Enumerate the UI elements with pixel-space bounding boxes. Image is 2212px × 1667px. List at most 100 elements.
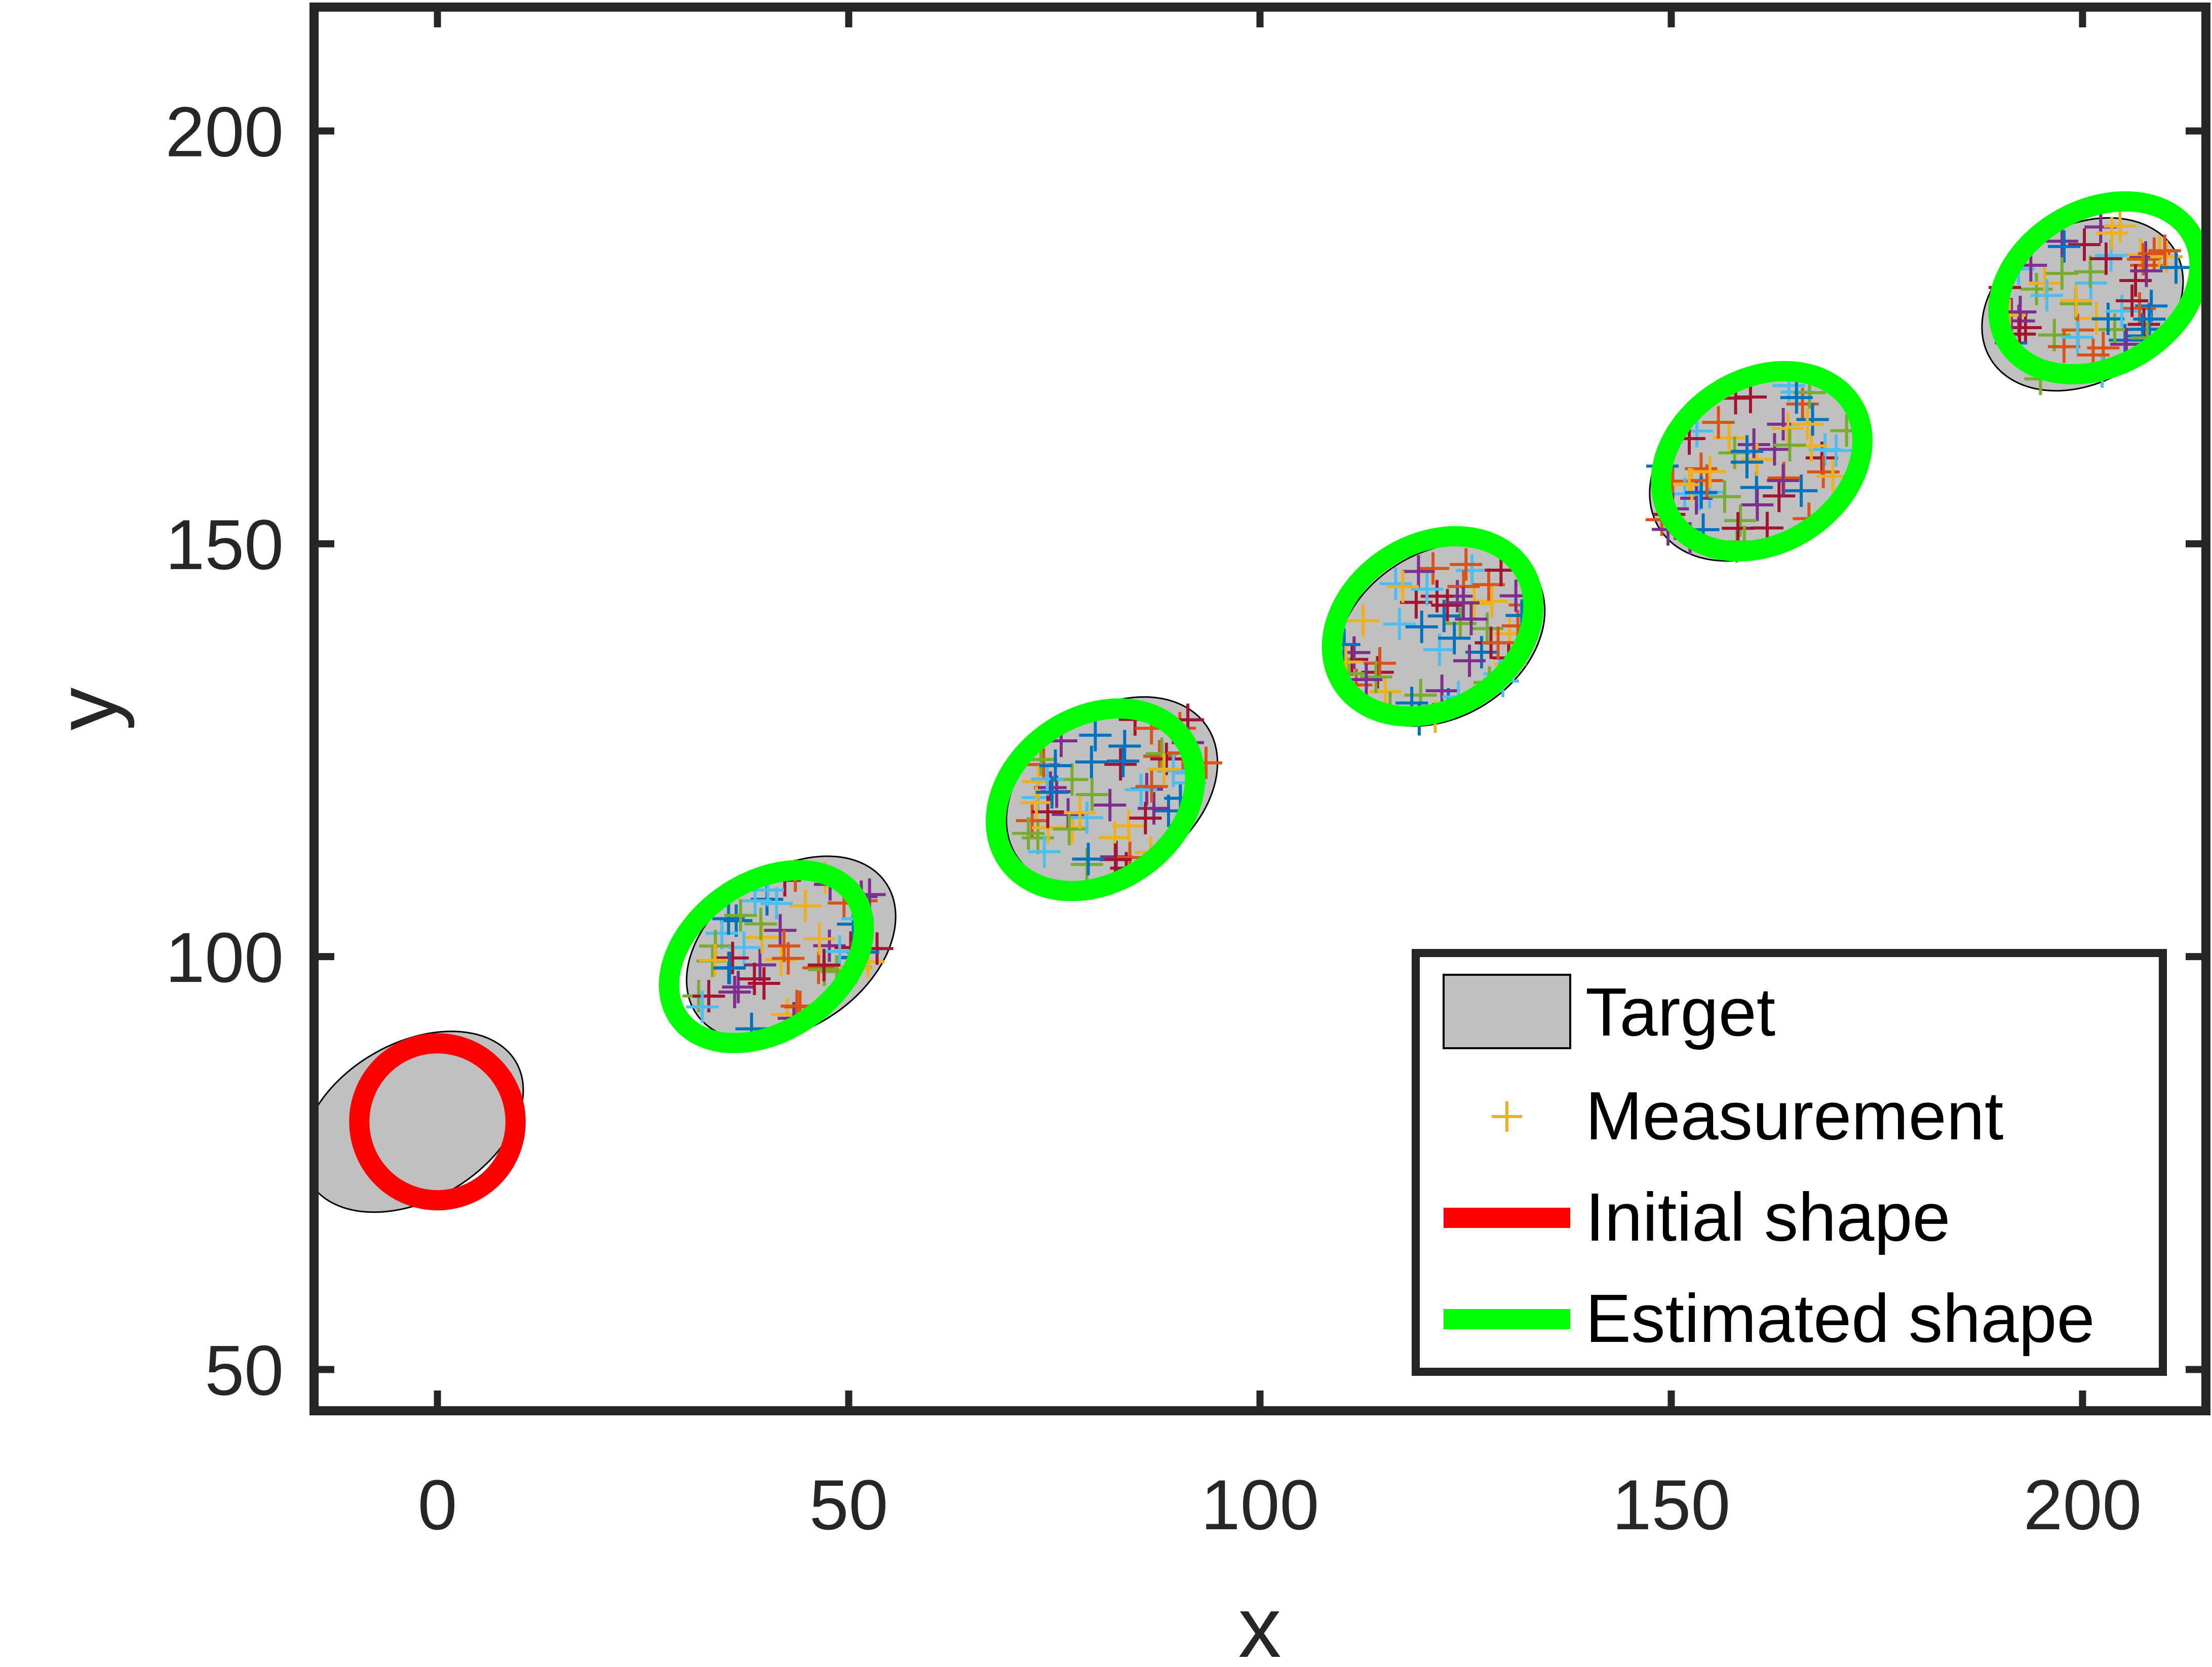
measurement-point <box>1431 589 1464 622</box>
x-tick-label: 50 <box>809 1465 888 1544</box>
measurement-point <box>739 885 771 918</box>
measurement-point <box>1693 455 1726 488</box>
x-tick-label: 100 <box>1201 1465 1320 1544</box>
measurement-point <box>1012 817 1045 850</box>
measurement-point <box>802 951 835 984</box>
measurement-point <box>807 948 840 981</box>
measurement-point <box>2130 254 2163 287</box>
measurement-point <box>744 907 777 940</box>
measurement-point <box>1447 586 1480 619</box>
legend-label-initial: Initial shape <box>1585 1179 1950 1255</box>
measurement-point <box>2095 217 2128 250</box>
y-axis-label: y <box>39 688 135 731</box>
estimated-shape-4 <box>1651 361 1873 562</box>
measurement-point <box>1379 567 1412 600</box>
measurement-point <box>1079 719 1112 751</box>
y-tick-label: 50 <box>205 1330 284 1410</box>
measurement-point <box>1075 778 1108 811</box>
measurement-point <box>722 971 755 1004</box>
x-axis-label: x <box>1238 1579 1282 1667</box>
measurement-point <box>760 887 793 920</box>
estimated-shape-5 <box>1988 191 2206 385</box>
measurement-point <box>1456 554 1489 587</box>
x-tick-label: 150 <box>1612 1465 1731 1544</box>
measurement-point <box>1347 604 1380 637</box>
measurement-point <box>2047 230 2080 263</box>
measurement-point <box>1143 740 1176 773</box>
measurement-point <box>1099 843 1132 876</box>
legend: Target Measurement Initial shape Estimat… <box>1412 949 2167 1376</box>
y-tick-label: 100 <box>165 918 284 997</box>
estimated-shape-2 <box>986 698 1206 901</box>
measurement-point <box>2068 228 2101 261</box>
tick-labels: 0 50 100 150 200 50 100 150 200 <box>165 92 2142 1544</box>
measurement-point <box>1411 573 1444 606</box>
measurement-point <box>1129 802 1162 835</box>
measurement-point <box>718 976 751 1009</box>
measurement-point <box>744 948 777 981</box>
measurement-point <box>1402 555 1435 588</box>
measurement-point <box>1785 474 1818 507</box>
measurement-point <box>2104 210 2137 243</box>
y-tick-label: 150 <box>165 505 284 584</box>
measurement-point <box>2045 225 2078 258</box>
legend-swatch-target <box>1443 974 1571 1049</box>
measurement-point <box>1702 406 1735 439</box>
measurement-point <box>1780 381 1813 414</box>
measurement-point <box>1386 570 1419 603</box>
measurement-point <box>1108 730 1141 763</box>
measurement-point <box>1053 813 1085 846</box>
measurement-point <box>706 917 739 949</box>
measurement-point <box>764 914 797 947</box>
data-marks <box>314 191 2206 1213</box>
measurement-point <box>1455 603 1488 636</box>
measurement-point <box>2116 285 2149 317</box>
measurement-point <box>2089 242 2122 275</box>
measurement-point <box>1016 804 1049 837</box>
estimated-shape-3 <box>1322 526 1544 727</box>
measurement-point <box>1763 480 1796 512</box>
legend-label-target: Target <box>1585 974 1775 1050</box>
measurement-point <box>1708 480 1741 513</box>
measurement-point <box>2148 234 2181 267</box>
measurement-point <box>1063 796 1096 829</box>
measurement-point <box>1031 763 1064 796</box>
measurement-point <box>1104 748 1137 781</box>
measurement-point <box>1034 771 1067 804</box>
measurement-point <box>2061 321 2094 353</box>
measurement-point <box>2091 302 2124 335</box>
measurement-point <box>803 922 836 955</box>
x-tick-label: 200 <box>2024 1465 2142 1544</box>
measurement-point <box>1450 548 1483 581</box>
measurement-point <box>1773 428 1806 461</box>
measurement-point <box>1438 622 1471 655</box>
plot-area <box>314 191 2206 1213</box>
x-tick-label: 0 <box>418 1465 457 1544</box>
measurement-point <box>1680 482 1713 514</box>
measurement-point <box>1112 810 1145 843</box>
legend-label-estimated: Estimated shape <box>1585 1280 2095 1357</box>
measurement-point <box>1767 464 1800 497</box>
measurement-point <box>2074 255 2107 288</box>
measurement-point <box>1741 488 1774 521</box>
measurement-point <box>1028 835 1061 868</box>
axis-ticks <box>314 7 2206 1411</box>
measurement-point <box>724 899 757 932</box>
measurement-point <box>1796 403 1829 436</box>
measurement-point <box>713 951 746 984</box>
legend-label-measurement: Measurement <box>1585 1078 2003 1154</box>
measurement-point <box>686 990 719 1023</box>
initial-shape <box>349 1033 526 1211</box>
measurement-point <box>767 930 800 963</box>
measurement-point <box>1094 788 1127 821</box>
measurement-point <box>1737 428 1770 461</box>
measurement-point <box>1072 843 1105 876</box>
measurement-point <box>2060 284 2092 317</box>
measurement-point <box>1135 770 1168 803</box>
estimated-shape-1 <box>658 860 874 1053</box>
measurement-point <box>2030 279 2063 312</box>
measurement-point <box>1417 552 1450 585</box>
measurement-point <box>1690 464 1723 497</box>
measurement-point <box>2159 251 2192 284</box>
